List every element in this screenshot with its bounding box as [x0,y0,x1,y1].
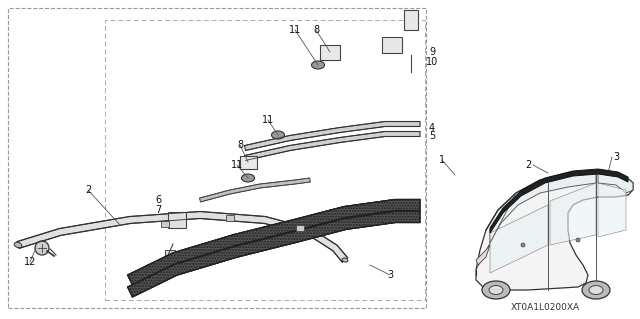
Text: 2: 2 [525,160,531,170]
Circle shape [576,238,580,242]
Ellipse shape [312,61,324,69]
FancyBboxPatch shape [168,212,186,228]
Text: 8: 8 [313,25,319,35]
Polygon shape [127,211,420,297]
Text: 4: 4 [429,123,435,133]
Text: 7: 7 [155,205,161,215]
Polygon shape [244,131,420,160]
Polygon shape [476,171,633,290]
Text: 11: 11 [262,115,274,125]
Text: 3: 3 [613,152,619,162]
Ellipse shape [271,131,285,139]
Text: 11: 11 [231,160,243,170]
Ellipse shape [241,174,255,182]
Bar [226,215,234,221]
Polygon shape [598,183,626,237]
Polygon shape [127,199,420,285]
Polygon shape [550,183,596,245]
Ellipse shape [582,281,610,299]
Bar [165,250,175,258]
Bar [8,8,426,308]
Polygon shape [598,173,633,193]
Text: XT0A1L0200XA: XT0A1L0200XA [511,303,580,313]
Bar [161,221,169,227]
Text: 8: 8 [237,140,243,150]
FancyBboxPatch shape [382,37,402,53]
Text: 1: 1 [439,155,445,165]
Text: 2: 2 [85,185,91,195]
Polygon shape [490,173,596,243]
Ellipse shape [589,286,603,294]
Polygon shape [17,211,348,262]
Polygon shape [244,122,420,151]
FancyBboxPatch shape [239,155,257,168]
FancyBboxPatch shape [320,44,340,60]
Polygon shape [490,169,628,233]
Text: 10: 10 [426,57,438,67]
Text: 11: 11 [289,25,301,35]
Text: 5: 5 [429,131,435,141]
Bar [105,20,425,300]
Polygon shape [476,245,490,265]
Ellipse shape [14,242,22,248]
Text: 3: 3 [387,270,393,280]
Text: 6: 6 [155,195,161,205]
Text: 9: 9 [429,47,435,57]
Ellipse shape [482,281,510,299]
Circle shape [35,241,49,255]
Text: 12: 12 [24,257,36,267]
Ellipse shape [342,258,348,262]
Circle shape [521,243,525,247]
Bar [296,225,304,231]
Ellipse shape [489,286,503,294]
Polygon shape [490,205,548,273]
Polygon shape [200,178,310,202]
Bar [404,10,418,30]
